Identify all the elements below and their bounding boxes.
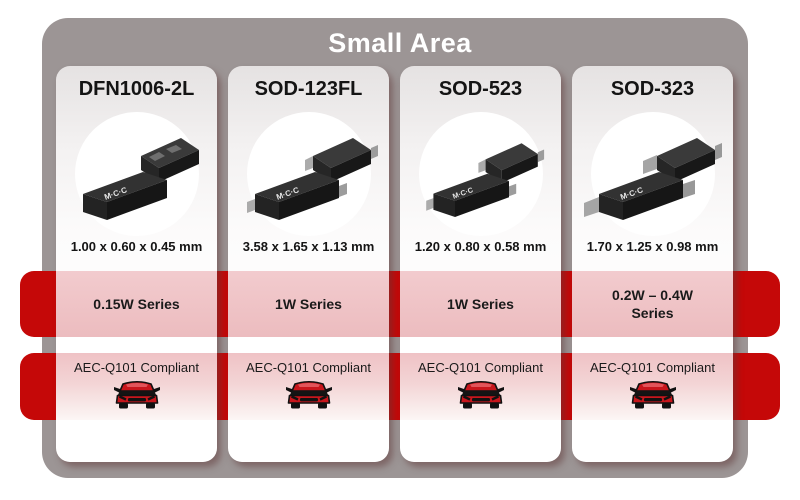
sod-123fl-package-photo-icon: [239, 110, 379, 243]
compliance-strip: AEC-Q101 Compliant: [572, 353, 733, 420]
package-dimensions: 1.70 x 1.25 x 0.98 mm: [586, 239, 719, 254]
compliance-label: AEC-Q101 Compliant: [246, 360, 371, 375]
series-label: 0.15W Series: [93, 295, 180, 312]
package-card-sod-123fl: SOD-123FL 3.58 x 1.65 x 1.13 mm 1W Serie…: [228, 66, 389, 462]
car-front-icon: [628, 380, 677, 410]
sod-323-package-photo-icon: [583, 110, 723, 243]
series-strip: 1W Series: [400, 271, 561, 337]
compliance-label: AEC-Q101 Compliant: [74, 360, 199, 375]
package-card-dfn1006-2l: DFN1006-2L 1.00 x 0.60 x 0.45 mm 0.15W S…: [56, 66, 217, 462]
series-strip: 0.2W – 0.4W Series: [572, 271, 733, 337]
compliance-label: AEC-Q101 Compliant: [418, 360, 543, 375]
package-dimensions: 3.58 x 1.65 x 1.13 mm: [242, 239, 375, 254]
car-front-icon: [284, 380, 333, 410]
car-front-icon: [112, 380, 161, 410]
panel-title: Small Area: [328, 28, 472, 58]
package-name: SOD-523: [438, 78, 523, 100]
car-front-icon: [456, 380, 505, 410]
series-label: 0.2W – 0.4W Series: [612, 286, 693, 321]
package-name: SOD-323: [610, 78, 695, 100]
series-label: 1W Series: [447, 295, 514, 312]
dfn1006-2l-package-photo-icon: [67, 110, 207, 243]
series-strip: 1W Series: [228, 271, 389, 337]
compliance-strip: AEC-Q101 Compliant: [56, 353, 217, 420]
series-label: 1W Series: [275, 295, 342, 312]
package-dimensions: 1.00 x 0.60 x 0.45 mm: [70, 239, 203, 254]
compliance-label: AEC-Q101 Compliant: [590, 360, 715, 375]
package-name: DFN1006-2L: [78, 78, 195, 100]
package-card-sod-523: SOD-523 1.20 x 0.80 x 0.58 mm 1W Series …: [400, 66, 561, 462]
series-strip: 0.15W Series: [56, 271, 217, 337]
package-name: SOD-123FL: [254, 78, 363, 100]
sod-523-package-photo-icon: [411, 110, 551, 243]
package-card-sod-323: SOD-323 1.70 x 1.25 x 0.98 mm 0.2W – 0.4…: [572, 66, 733, 462]
compliance-strip: AEC-Q101 Compliant: [228, 353, 389, 420]
compliance-strip: AEC-Q101 Compliant: [400, 353, 561, 420]
package-dimensions: 1.20 x 0.80 x 0.58 mm: [414, 239, 547, 254]
